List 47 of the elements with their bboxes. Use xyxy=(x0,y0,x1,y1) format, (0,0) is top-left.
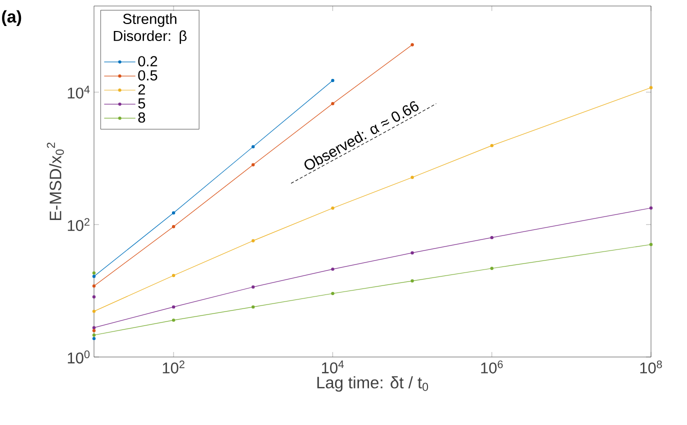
point xyxy=(252,305,255,309)
legend-label: 8 xyxy=(138,112,146,123)
legend-label: 0.2 xyxy=(138,56,158,66)
point xyxy=(252,145,255,148)
point xyxy=(172,318,176,322)
point xyxy=(410,43,414,46)
point xyxy=(331,292,334,296)
legend-label: 2 xyxy=(138,84,145,94)
point xyxy=(410,279,414,283)
point xyxy=(92,271,96,275)
point xyxy=(92,326,96,330)
point xyxy=(92,329,96,332)
x-tick-label: 10$^{2}$ xyxy=(162,360,184,374)
point xyxy=(490,236,494,240)
point xyxy=(92,295,96,298)
point xyxy=(410,251,414,254)
y-axis-title: E-MSD/x$_{0}$2 xyxy=(46,142,64,220)
y-tick-label: 10$^{4}$ xyxy=(68,86,90,99)
legend-label: 0.5 xyxy=(138,70,158,80)
y-tick-label: 10$^{0}$ xyxy=(68,350,90,364)
point xyxy=(92,284,96,288)
point xyxy=(172,211,176,215)
point xyxy=(331,102,334,106)
legend-label: 5 xyxy=(138,98,146,109)
point xyxy=(92,310,96,313)
point xyxy=(490,266,494,270)
x-tick-label: 10$^{4}$ xyxy=(322,360,344,374)
chart-title: (a) xyxy=(2,10,22,26)
point xyxy=(92,274,96,278)
legend-title: Strength Disorder: β xyxy=(114,13,187,44)
x-tick-label: 10$^{6}$ xyxy=(481,360,503,374)
point xyxy=(252,163,255,166)
point xyxy=(172,305,176,309)
y-tick-label: 10$^{2}$ xyxy=(68,218,90,232)
point xyxy=(490,144,494,148)
point xyxy=(252,239,255,242)
x-axis-title: Lag time: δt / t$_{0}$ xyxy=(317,376,428,392)
point xyxy=(331,268,334,271)
point xyxy=(331,206,334,210)
point xyxy=(172,274,176,278)
point xyxy=(92,336,96,340)
point xyxy=(331,78,334,82)
x-tick-label: 10$^{8}$ xyxy=(640,360,662,374)
point xyxy=(252,285,255,289)
point xyxy=(92,334,96,337)
point xyxy=(172,225,176,228)
point xyxy=(410,176,414,179)
